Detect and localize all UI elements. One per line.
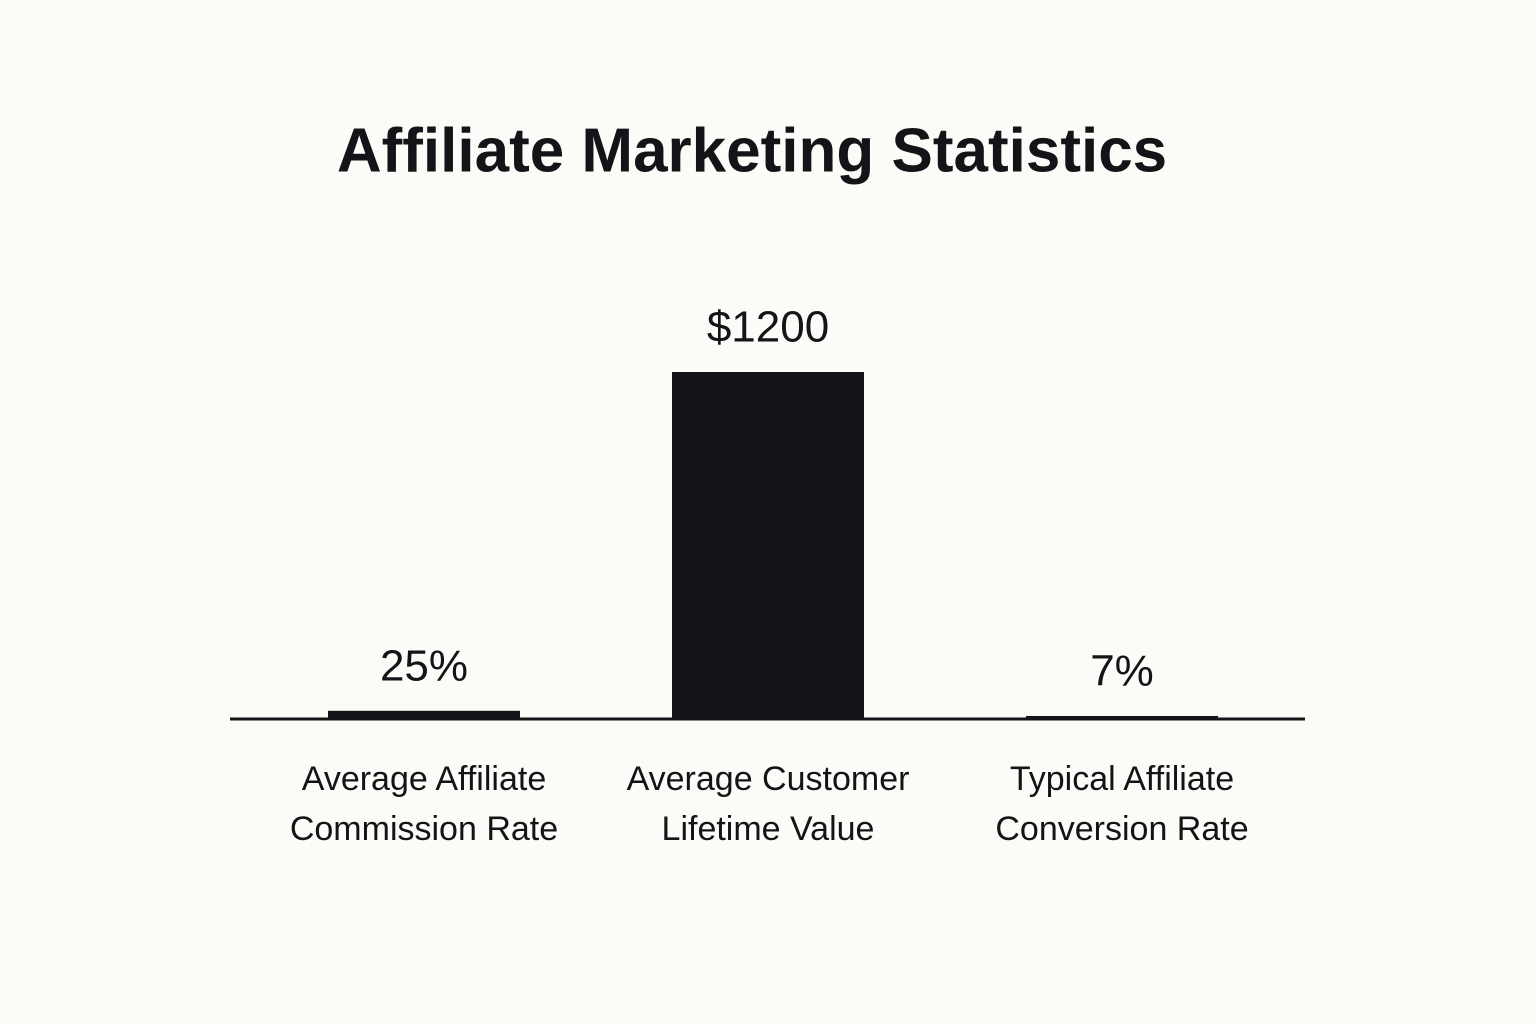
bar <box>328 710 520 718</box>
bar <box>672 372 864 718</box>
value-label: 25% <box>380 641 468 690</box>
value-label: 7% <box>1090 647 1154 696</box>
category-label: Average Affiliate Commission Rate <box>289 760 559 848</box>
value-label: $1200 <box>707 303 829 352</box>
chart-title: Affiliate Marketing Statistics <box>337 116 1167 185</box>
category-label: Typical Affiliate Conversion Rate <box>995 760 1249 848</box>
category-label: Average Customer Lifetime Value <box>626 760 910 848</box>
bar <box>1026 715 1218 718</box>
